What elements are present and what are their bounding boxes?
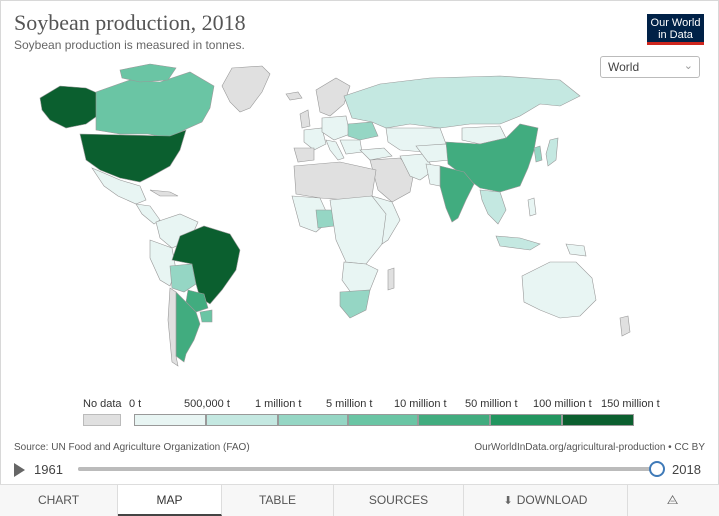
country-philippines[interactable] xyxy=(527,197,537,217)
legend-bin-label: 50 million t xyxy=(465,398,518,410)
logo-line2: in Data xyxy=(658,29,693,41)
country-nigeria[interactable] xyxy=(315,209,335,229)
country-turkey[interactable] xyxy=(359,147,393,161)
country-north-africa[interactable] xyxy=(293,161,377,201)
country-indonesia[interactable] xyxy=(495,235,541,251)
region-select[interactable]: World ⌄ xyxy=(600,56,700,78)
country-paraguay[interactable] xyxy=(185,289,209,313)
timeline-track[interactable] xyxy=(78,467,658,471)
region-select-value: World xyxy=(608,60,640,74)
legend-bin-swatch[interactable] xyxy=(278,414,348,426)
country-brazil[interactable] xyxy=(171,225,241,305)
country-png[interactable] xyxy=(565,243,587,257)
country-usa[interactable] xyxy=(79,129,187,183)
country-madagascar[interactable] xyxy=(387,267,395,291)
country-south-africa[interactable] xyxy=(339,289,371,319)
legend-bin-swatch[interactable] xyxy=(348,414,418,426)
country-peru[interactable] xyxy=(149,239,177,287)
country-australia[interactable] xyxy=(521,261,597,319)
country-canada[interactable] xyxy=(95,71,215,139)
legend-bin-label: 150 million t xyxy=(601,398,660,410)
country-canada-islands[interactable] xyxy=(119,63,177,83)
share-icon: ⨺ xyxy=(666,492,679,507)
country-new-zealand[interactable] xyxy=(619,315,631,337)
country-middle-east[interactable] xyxy=(369,157,415,203)
country-chile[interactable] xyxy=(167,287,179,367)
country-balkans[interactable] xyxy=(339,139,363,155)
country-russia[interactable] xyxy=(343,75,581,129)
country-southern-africa[interactable] xyxy=(341,261,379,295)
tab-chart[interactable]: CHART xyxy=(0,485,118,516)
country-italy[interactable] xyxy=(325,139,345,161)
download-icon: ⬇ xyxy=(503,495,513,507)
country-ukraine[interactable] xyxy=(347,121,379,141)
timeline-start-year[interactable]: 1961 xyxy=(34,462,63,477)
owid-logo[interactable]: Our World in Data xyxy=(647,14,704,45)
chart-title: Soybean production, 2018 xyxy=(14,10,246,35)
legend-bin-label: 0 t xyxy=(129,398,142,410)
world-map xyxy=(39,63,631,367)
legend-nodata-label: No data xyxy=(83,398,122,410)
country-india[interactable] xyxy=(439,165,475,223)
country-iceland[interactable] xyxy=(285,91,303,101)
legend-bin-label: 100 million t xyxy=(533,398,592,410)
legend-bin-swatch[interactable] xyxy=(418,414,490,426)
play-icon[interactable] xyxy=(14,463,25,477)
country-france[interactable] xyxy=(303,127,327,151)
tab-share[interactable]: ⨺ xyxy=(628,485,717,516)
country-uk[interactable] xyxy=(299,109,311,129)
tab-table-label: TABLE xyxy=(258,493,297,507)
country-southeast-asia[interactable] xyxy=(479,189,507,225)
legend-bin-label: 500,000 t xyxy=(184,398,230,410)
country-alaska[interactable] xyxy=(39,85,105,129)
legend-bin-swatch[interactable] xyxy=(206,414,278,426)
legend-bin-label: 5 million t xyxy=(326,398,373,410)
country-east-africa[interactable] xyxy=(371,195,401,245)
tab-chart-label: CHART xyxy=(37,493,80,507)
legend-bin-swatch[interactable] xyxy=(562,414,634,426)
country-greenland[interactable] xyxy=(221,65,271,113)
tab-map[interactable]: MAP xyxy=(118,485,222,516)
tab-map-label: MAP xyxy=(156,493,183,507)
country-spain[interactable] xyxy=(293,147,315,163)
tab-table[interactable]: TABLE xyxy=(222,485,334,516)
tab-bar: CHART MAP TABLE SOURCES ⬇ DOWNLOAD ⨺ xyxy=(0,484,719,516)
chevron-down-icon: ⌄ xyxy=(683,60,693,72)
country-korea[interactable] xyxy=(533,145,543,163)
legend-bin-label: 1 million t xyxy=(255,398,302,410)
tab-download[interactable]: ⬇ DOWNLOAD xyxy=(464,485,628,516)
legend-bin-swatch[interactable] xyxy=(134,414,206,426)
source-url[interactable]: OurWorldInData.org/agricultural-producti… xyxy=(474,442,705,453)
country-iran[interactable] xyxy=(399,153,435,181)
chart-subtitle: Soybean production is measured in tonnes… xyxy=(14,38,245,52)
legend-nodata-swatch[interactable] xyxy=(83,414,121,426)
country-scandinavia[interactable] xyxy=(315,77,351,117)
tab-sources[interactable]: SOURCES xyxy=(334,485,464,516)
country-central-africa[interactable] xyxy=(329,195,389,265)
tab-download-label: DOWNLOAD xyxy=(516,493,588,507)
timeline-handle[interactable] xyxy=(649,461,665,477)
country-uruguay[interactable] xyxy=(199,309,213,323)
legend-bin-label: 10 million t xyxy=(394,398,447,410)
legend-bin-swatch[interactable] xyxy=(490,414,562,426)
country-bolivia[interactable] xyxy=(169,263,197,293)
timeline-track-fill xyxy=(78,467,658,471)
country-pakistan[interactable] xyxy=(425,163,441,187)
tab-sources-label: SOURCES xyxy=(368,493,429,507)
country-mexico[interactable] xyxy=(91,167,147,205)
country-cuba[interactable] xyxy=(149,189,179,197)
logo-line1: Our World xyxy=(650,17,701,29)
country-central-america[interactable] xyxy=(135,203,161,225)
source-note: Source: UN Food and Agriculture Organiza… xyxy=(14,442,250,453)
country-central-europe[interactable] xyxy=(321,115,351,141)
country-japan[interactable] xyxy=(545,137,559,167)
timeline-end-year[interactable]: 2018 xyxy=(672,462,701,477)
